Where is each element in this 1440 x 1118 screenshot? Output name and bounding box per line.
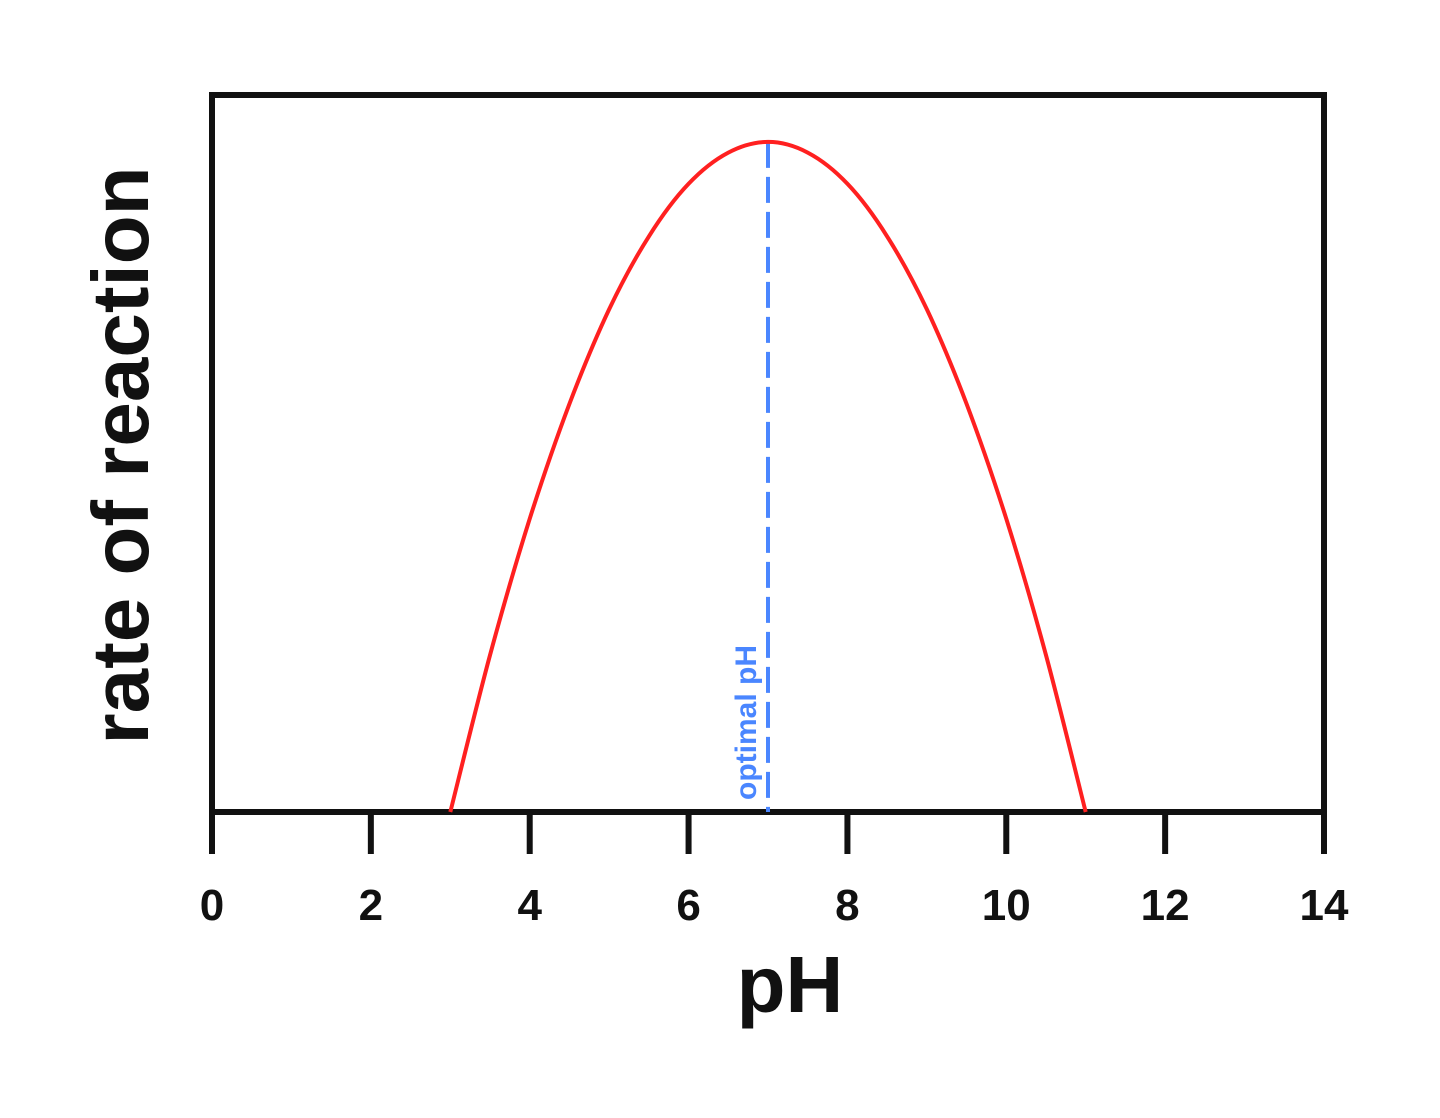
x-tick-label-12: 12 xyxy=(1141,881,1190,930)
x-tick-label-0: 0 xyxy=(200,881,224,930)
x-tick-label-14: 14 xyxy=(1300,881,1349,930)
x-tick-label-10: 10 xyxy=(982,881,1031,930)
x-axis-ticks xyxy=(209,812,1327,854)
x-tick-label-2: 2 xyxy=(359,881,383,930)
x-axis-tick-labels: 0 2 4 6 8 10 12 14 xyxy=(200,881,1349,930)
optimal-ph-label: optimal pH xyxy=(730,645,763,800)
y-axis-title: rate of reaction xyxy=(76,167,165,745)
x-tick-label-6: 6 xyxy=(676,881,700,930)
x-axis-title: pH xyxy=(737,940,844,1029)
x-tick-label-4: 4 xyxy=(517,881,542,930)
rate-curve-line xyxy=(448,139,1088,813)
x-tick-label-8: 8 xyxy=(835,881,859,930)
